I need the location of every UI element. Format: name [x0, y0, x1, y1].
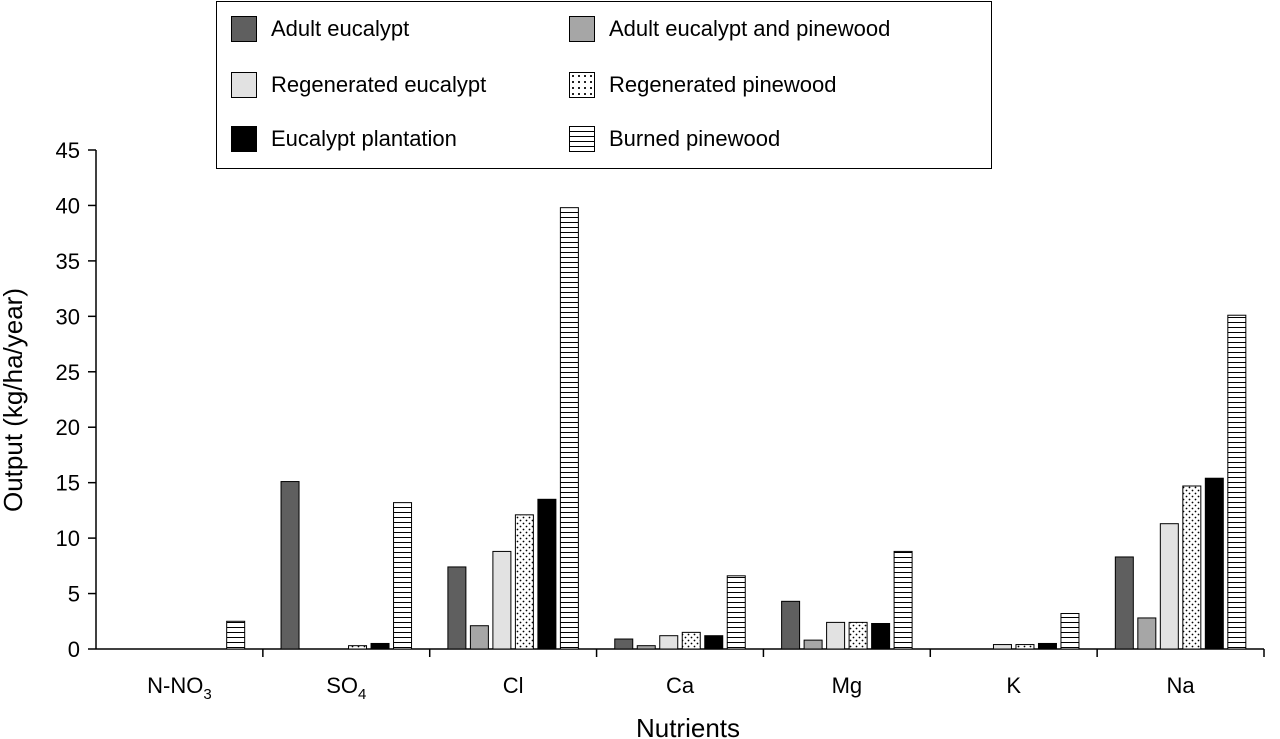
legend-item: Burned pinewood	[569, 126, 780, 152]
y-tick-label: 20	[56, 415, 80, 440]
legend-label: Regenerated pinewood	[609, 72, 837, 97]
axes: 0 5 10 15 20 25 30 35 40 45 N-NO3 SO4 Cl Ca Mg K Na	[56, 138, 1265, 703]
legend-swatch	[569, 72, 595, 98]
bar	[826, 621, 846, 650]
bar	[992, 644, 1012, 650]
bar	[1037, 642, 1057, 650]
bar	[393, 502, 413, 650]
bar	[871, 622, 891, 650]
legend-item: Eucalypt plantation	[231, 126, 457, 152]
bar	[1015, 644, 1035, 650]
bar	[1159, 523, 1179, 650]
x-tick-label: Na	[1167, 673, 1196, 698]
legend-item: Adult eucalypt and pinewood	[569, 16, 890, 42]
bar	[280, 481, 300, 650]
bar	[781, 600, 801, 650]
x-tick-label: Cl	[503, 673, 524, 698]
x-tick-label: N-NO3	[147, 673, 212, 703]
bar	[803, 639, 823, 650]
bar	[559, 207, 579, 650]
bar	[636, 645, 656, 650]
legend-label: Adult eucalypt and pinewood	[609, 16, 891, 41]
y-tick-label: 0	[68, 637, 80, 662]
bars	[226, 207, 1247, 650]
bar	[1204, 477, 1224, 650]
legend-label: Adult eucalypt	[271, 16, 410, 41]
bar	[1114, 556, 1134, 650]
bar	[893, 550, 913, 650]
y-tick-label: 15	[56, 471, 80, 496]
y-tick-label: 25	[56, 360, 80, 385]
x-tick-label: Ca	[666, 673, 695, 698]
legend-item: Regenerated pinewood	[569, 72, 837, 98]
bar	[447, 566, 467, 650]
y-tick-label: 30	[56, 304, 80, 329]
legend: Adult eucalypt Adult eucalypt and pinewoo…	[216, 1, 992, 169]
x-axis-label: Nutrients	[636, 713, 740, 739]
y-tick-label: 10	[56, 526, 80, 551]
legend-swatch	[569, 126, 595, 152]
legend-item: Adult eucalypt	[231, 16, 409, 42]
bar	[514, 514, 534, 650]
bar	[848, 621, 868, 650]
bar	[659, 635, 679, 650]
bar	[1137, 617, 1157, 650]
y-axis-label: Output (kg/ha/year)	[0, 288, 28, 512]
legend-swatch	[231, 16, 257, 42]
legend-item: Regenerated eucalypt	[231, 72, 486, 98]
bar	[370, 642, 390, 650]
y-tick-label: 45	[56, 138, 80, 163]
bar	[348, 645, 368, 650]
bar	[492, 550, 512, 650]
bar	[226, 620, 246, 650]
bar	[614, 638, 634, 650]
bar	[704, 635, 724, 650]
legend-label: Burned pinewood	[609, 126, 781, 151]
x-tick-label: SO4	[326, 673, 366, 703]
bar	[681, 631, 701, 650]
bar	[537, 498, 557, 650]
bar	[1227, 314, 1247, 650]
bar	[1060, 613, 1080, 650]
legend-label: Eucalypt plantation	[271, 126, 457, 151]
legend-swatch	[231, 126, 257, 152]
x-tick-label: K	[1006, 673, 1021, 698]
legend-label: Regenerated eucalypt	[271, 72, 487, 97]
bar	[1182, 485, 1202, 650]
legend-swatch	[231, 72, 257, 98]
y-tick-label: 5	[68, 582, 80, 607]
y-tick-label: 40	[56, 193, 80, 218]
legend-swatch	[569, 16, 595, 42]
x-tick-label: Mg	[832, 673, 863, 698]
bar	[469, 625, 489, 650]
bar	[726, 575, 746, 650]
y-tick-label: 35	[56, 249, 80, 274]
